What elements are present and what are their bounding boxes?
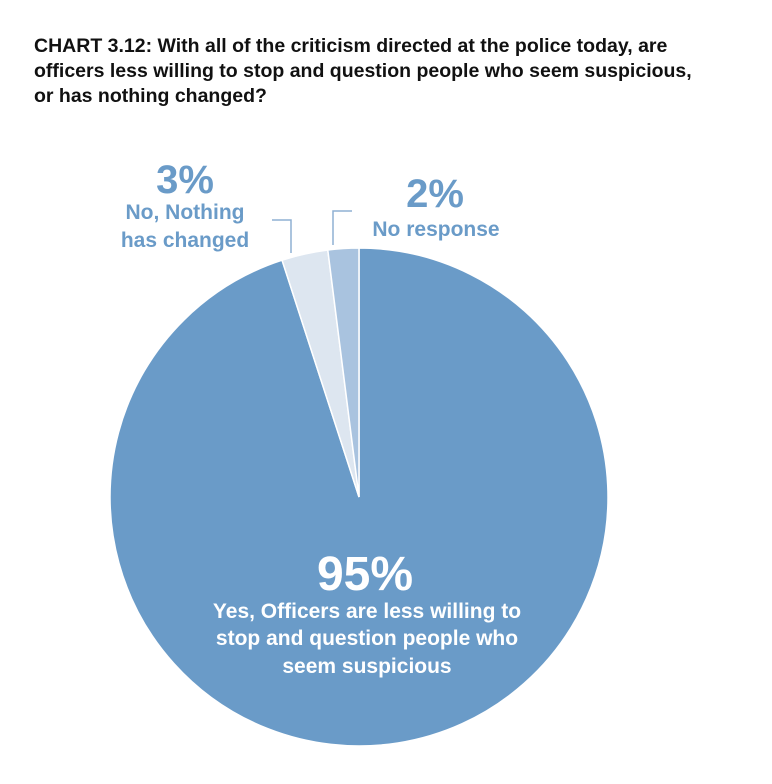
leader-lines [272,210,352,253]
slice-label-no-nothing-changed-line2: has changed [121,229,249,252]
slice-value-no-response: 2% [406,172,464,216]
slice-label-yes-line1: Yes, Officers are less willing to [213,600,521,623]
leader-line-no-nothing-changed [272,219,292,253]
chart-title: CHART 3.12: With all of the criticism di… [34,35,692,107]
slice-value-yes: 95% [317,548,413,601]
leader-line-no-response [332,210,352,245]
slice-no-response [326,247,360,498]
pie-slices [109,247,609,747]
slice-value-no-nothing-changed: 3% [156,158,214,202]
slice-label-no-nothing-changed-line1: No, Nothing [126,201,245,224]
slice-label-yes-line2: stop and question people who [216,627,518,650]
slice-label-no-response: No response [372,218,499,241]
slice-label-yes-line3: seem suspicious [282,655,451,678]
